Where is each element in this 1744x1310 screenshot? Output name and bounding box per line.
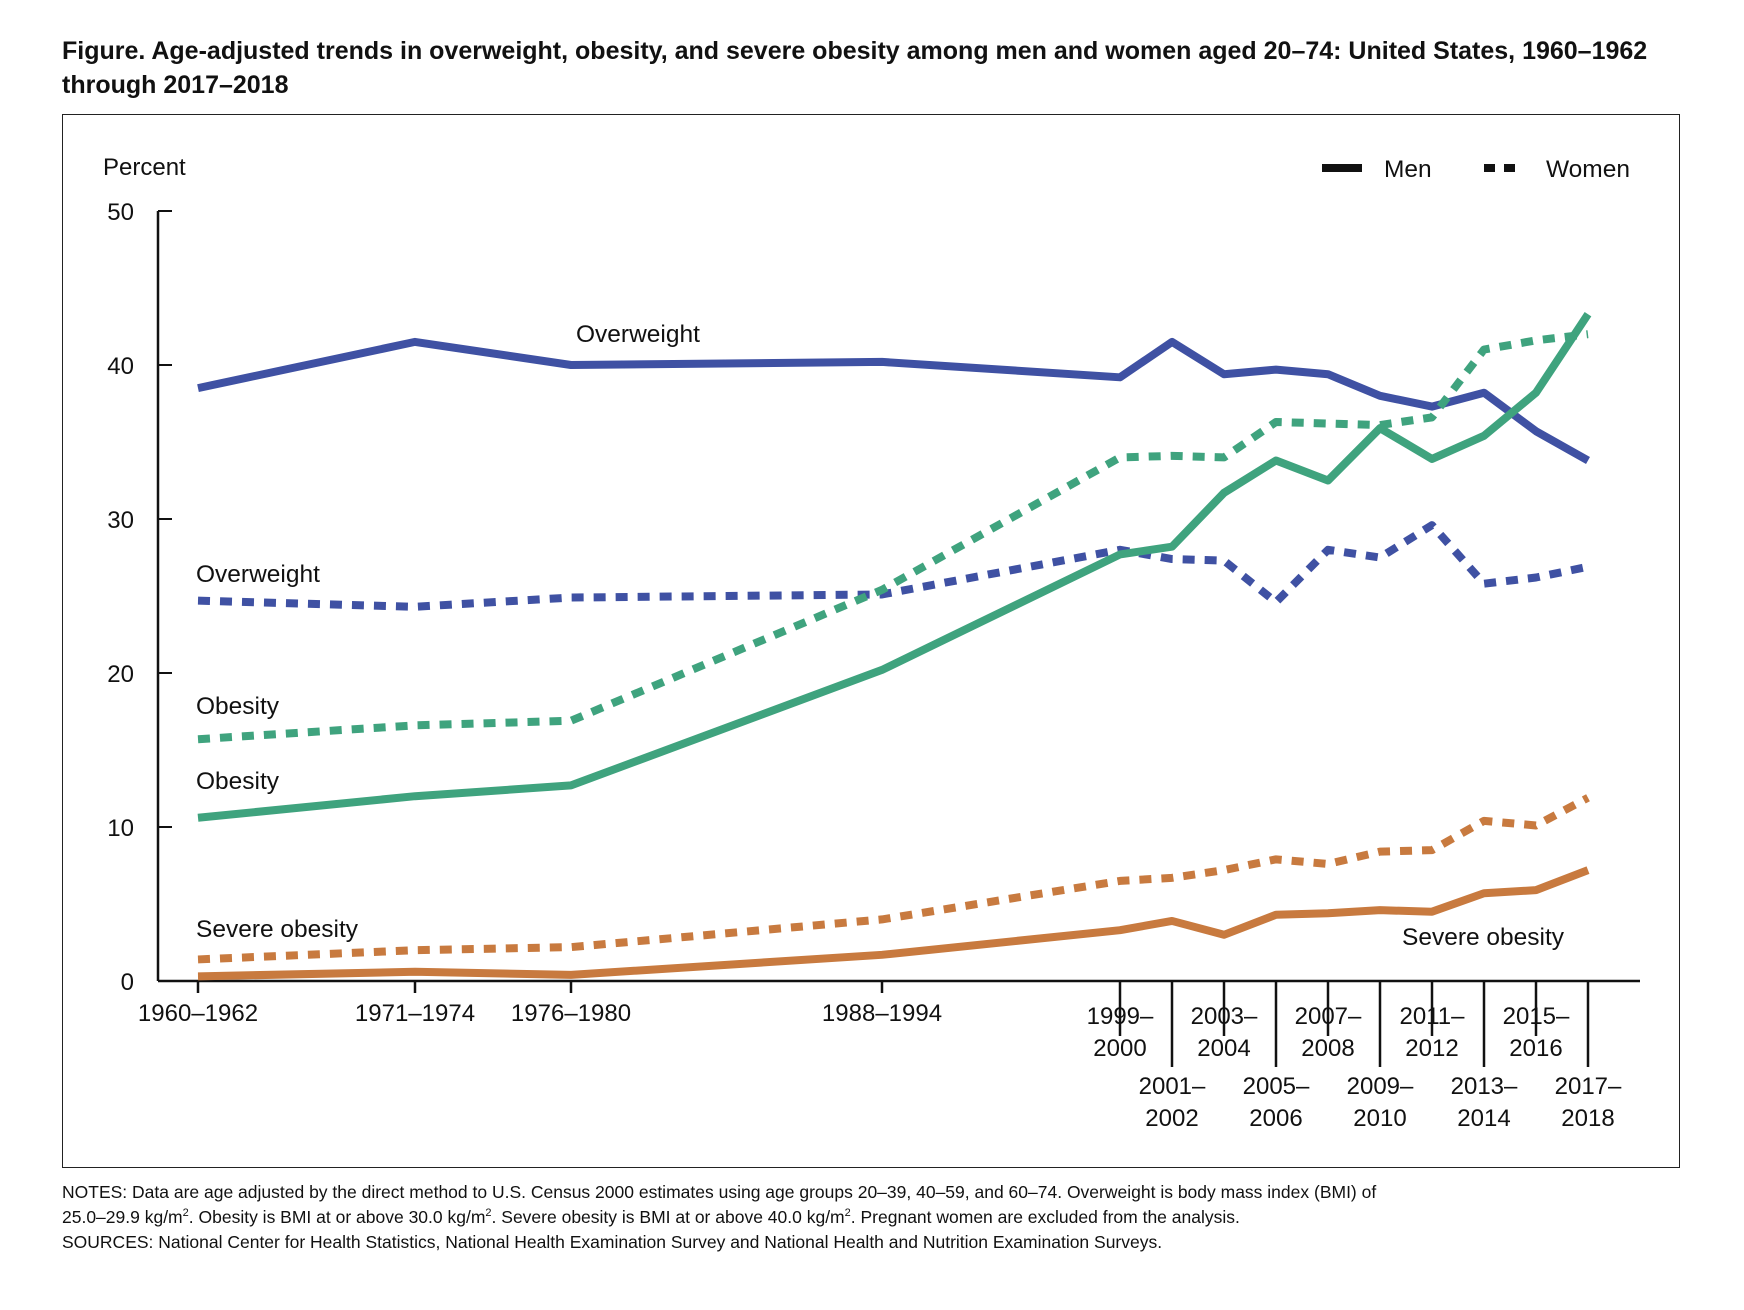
x-tick-label: 2007– xyxy=(1295,1003,1362,1030)
series-line-men-obesity xyxy=(197,311,1592,822)
x-tick-label: 2018 xyxy=(1561,1105,1614,1132)
x-tick-label: 2017– xyxy=(1555,1073,1622,1100)
x-tick-label: 2008 xyxy=(1301,1035,1354,1062)
x-tick-label: 2000 xyxy=(1093,1035,1146,1062)
x-tick-label: 2016 xyxy=(1509,1035,1562,1062)
notes-text: . Severe obesity is BMI at or above 40.0… xyxy=(491,1207,845,1227)
chart-title: Figure. Age-adjusted trends in overweigh… xyxy=(62,37,1648,99)
y-tick-label: 0 xyxy=(121,969,134,996)
x-tick-label: 1988–1994 xyxy=(822,1000,942,1027)
chart-frame xyxy=(62,114,1680,1168)
series-annotation-label: Obesity xyxy=(196,693,280,720)
y-tick-label: 50 xyxy=(107,199,134,226)
series-annotation-label: Severe obesity xyxy=(196,916,359,943)
series-annotation-label: Severe obesity xyxy=(1402,924,1565,951)
x-tick-label: 1976–1980 xyxy=(511,1000,631,1027)
x-tick-label: 2015– xyxy=(1503,1003,1570,1030)
x-tick-label: 2010 xyxy=(1353,1105,1406,1132)
y-tick-label: 30 xyxy=(107,507,134,534)
x-tick-label: 1999– xyxy=(1087,1003,1154,1030)
legend-label-women: Women xyxy=(1546,156,1630,183)
series-annotation-label: Obesity xyxy=(196,768,280,795)
notes-text: . Obesity is BMI at or above 30.0 kg/m xyxy=(188,1207,486,1227)
y-tick-label: 10 xyxy=(107,815,134,842)
superscript: 2 xyxy=(844,1207,851,1220)
x-tick-label: 1960–1962 xyxy=(138,1000,258,1027)
y-tick-label: 20 xyxy=(107,661,134,688)
x-tick-label: 1971–1974 xyxy=(355,1000,475,1027)
x-tick-label: 2006 xyxy=(1249,1105,1302,1132)
superscript: 2 xyxy=(182,1207,189,1220)
series-line-women-obesity xyxy=(197,330,1589,744)
x-tick-label: 2011– xyxy=(1400,1003,1466,1030)
y-tick-label: 40 xyxy=(107,353,134,380)
x-tick-label: 2002 xyxy=(1145,1105,1198,1132)
x-tick-label: 2012 xyxy=(1405,1035,1458,1062)
x-tick-label: 2009– xyxy=(1347,1073,1414,1100)
series-annotation-label: Overweight xyxy=(576,321,700,348)
line-chart: 0 10 20 30 40 50 Percent 1960–1962 1971–1974 1976… xyxy=(103,154,1640,1132)
legend-label-men: Men xyxy=(1384,156,1432,183)
x-tick-label: 2004 xyxy=(1197,1035,1250,1062)
superscript: 2 xyxy=(485,1207,492,1220)
series-line-men-overweight xyxy=(197,337,1590,464)
y-axis-label: Percent xyxy=(103,154,186,181)
x-tick-label: 2005– xyxy=(1243,1073,1310,1100)
series-line-men-severe-obesity xyxy=(197,866,1590,981)
x-tick-label: 2013– xyxy=(1451,1073,1518,1100)
notes-text: . Pregnant women are excluded from the a… xyxy=(850,1207,1240,1227)
sources-line: SOURCES: National Center for Health Stat… xyxy=(62,1232,1163,1252)
notes-text: 25.0–29.9 kg/m xyxy=(62,1207,183,1227)
series-annotation-label: Overweight xyxy=(196,561,320,588)
series-line-women-severe-obesity xyxy=(197,794,1590,964)
notes-block: NOTES: Data are age adjusted by the dire… xyxy=(62,1180,1702,1255)
series-line-women-overweight xyxy=(197,521,1589,611)
notes-line-1: NOTES: Data are age adjusted by the dire… xyxy=(62,1182,1377,1202)
x-tick-label: 2014 xyxy=(1457,1105,1510,1132)
x-tick-label: 2003– xyxy=(1191,1003,1258,1030)
x-tick-label: 2001– xyxy=(1139,1073,1206,1100)
notes-line-2: 25.0–29.9 kg/m2. Obesity is BMI at or ab… xyxy=(62,1205,1702,1230)
